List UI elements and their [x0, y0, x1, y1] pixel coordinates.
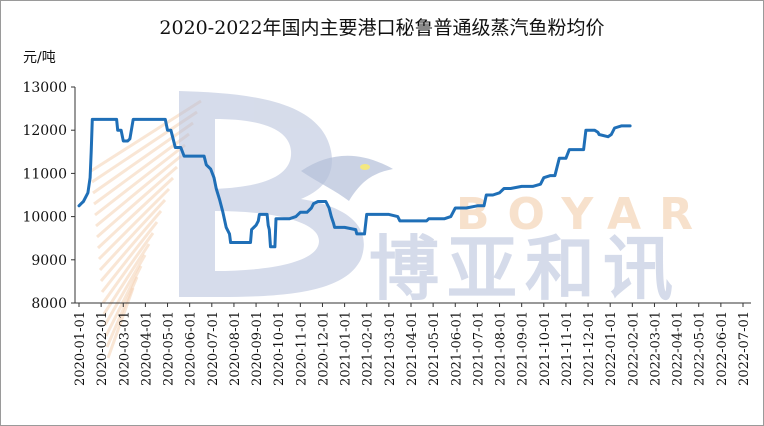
watermark-b-shape — [179, 91, 364, 297]
chart-title: 2020-2022年国内主要港口秘鲁普通级蒸汽鱼粉均价 — [159, 17, 605, 39]
watermark-stripe — [92, 121, 194, 195]
x-tick-label: 2020-07-01 — [206, 311, 221, 386]
watermark-stripe — [102, 243, 151, 315]
x-tick-label: 2020-06-01 — [184, 311, 199, 386]
x-tick-label: 2022-01-01 — [604, 311, 619, 386]
x-tick-label: 2020-02-01 — [95, 311, 110, 386]
watermark-stripe — [105, 276, 139, 348]
x-tick-label: 2021-05-01 — [427, 311, 442, 386]
x-tick-label: 2020-12-01 — [316, 311, 331, 386]
y-tick-label: 12000 — [22, 123, 67, 139]
x-tick-label: 2020-01-01 — [73, 311, 88, 386]
x-axis-ticks: 2020-01-01 2020-02-01 2020-03-01 2020-04-01… — [73, 303, 752, 386]
x-tick-label: 2021-11-01 — [560, 311, 575, 386]
x-tick-label: 2021-01-01 — [339, 311, 354, 386]
y-tick-label: 13000 — [22, 80, 67, 96]
watermark-brand-latin: BOYAR — [456, 189, 711, 240]
x-tick-label: 2021-10-01 — [538, 311, 553, 386]
x-tick-label: 2022-02-01 — [626, 311, 641, 386]
x-tick-label: 2020-03-01 — [117, 311, 132, 386]
watermark-stripe — [96, 165, 178, 239]
x-tick-label: 2020-08-01 — [228, 311, 243, 386]
x-tick-label: 2021-04-01 — [405, 311, 420, 386]
watermark-stripe — [96, 176, 175, 250]
x-tick-label: 2021-09-01 — [516, 311, 531, 386]
x-tick-label: 2020-05-01 — [162, 311, 177, 386]
watermark-stripe — [104, 265, 143, 337]
watermark-bird-shape — [301, 155, 393, 201]
x-tick-label: 2022-07-01 — [737, 311, 752, 386]
y-axis-unit-label: 元/吨 — [23, 50, 56, 66]
watermark-stripes — [90, 99, 202, 359]
x-tick-label: 2022-04-01 — [671, 311, 686, 386]
x-tick-label: 2020-04-01 — [139, 311, 154, 386]
watermark-stripe — [100, 221, 159, 293]
watermark-stripe — [94, 143, 186, 217]
watermark-stripe — [97, 187, 171, 261]
x-tick-label: 2021-08-01 — [494, 311, 509, 386]
x-tick-label: 2021-03-01 — [383, 311, 398, 386]
watermark-stripe — [101, 232, 155, 304]
x-tick-label: 2022-06-01 — [715, 311, 730, 386]
y-axis-ticks: 8000 9000 10000 11000 12000 13000 — [22, 80, 75, 312]
watermark-brand-cn: 博亚和讯 — [369, 228, 681, 310]
y-tick-label: 9000 — [31, 253, 67, 269]
watermark-stripe — [99, 210, 163, 282]
watermark-stripe — [95, 154, 182, 228]
watermark-stripe — [106, 287, 135, 359]
price-series-line — [77, 117, 632, 249]
y-tick-label: 10000 — [22, 210, 67, 226]
x-tick-label: 2021-12-01 — [582, 311, 597, 386]
y-tick-label: 8000 — [31, 296, 67, 312]
x-tick-label: 2021-07-01 — [471, 311, 486, 386]
watermark-stripe — [93, 132, 190, 206]
y-tick-label: 11000 — [22, 166, 67, 182]
x-tick-label: 2020-09-01 — [250, 311, 265, 386]
x-tick-label: 2020-10-01 — [272, 311, 287, 386]
watermark-logo: BOYAR 博亚和讯 — [90, 91, 711, 359]
watermark-stripe — [103, 254, 147, 326]
watermark-stripe — [98, 198, 167, 272]
watermark-stripe — [90, 99, 202, 173]
watermark-bird-eye — [360, 164, 370, 170]
watermark-stripe — [91, 110, 198, 184]
x-tick-label: 2022-05-01 — [693, 311, 708, 386]
x-tick-label: 2020-11-01 — [294, 311, 309, 386]
x-tick-label: 2021-06-01 — [449, 311, 464, 386]
x-tick-label: 2021-02-01 — [361, 311, 376, 386]
x-tick-label: 2022-03-01 — [648, 311, 663, 386]
